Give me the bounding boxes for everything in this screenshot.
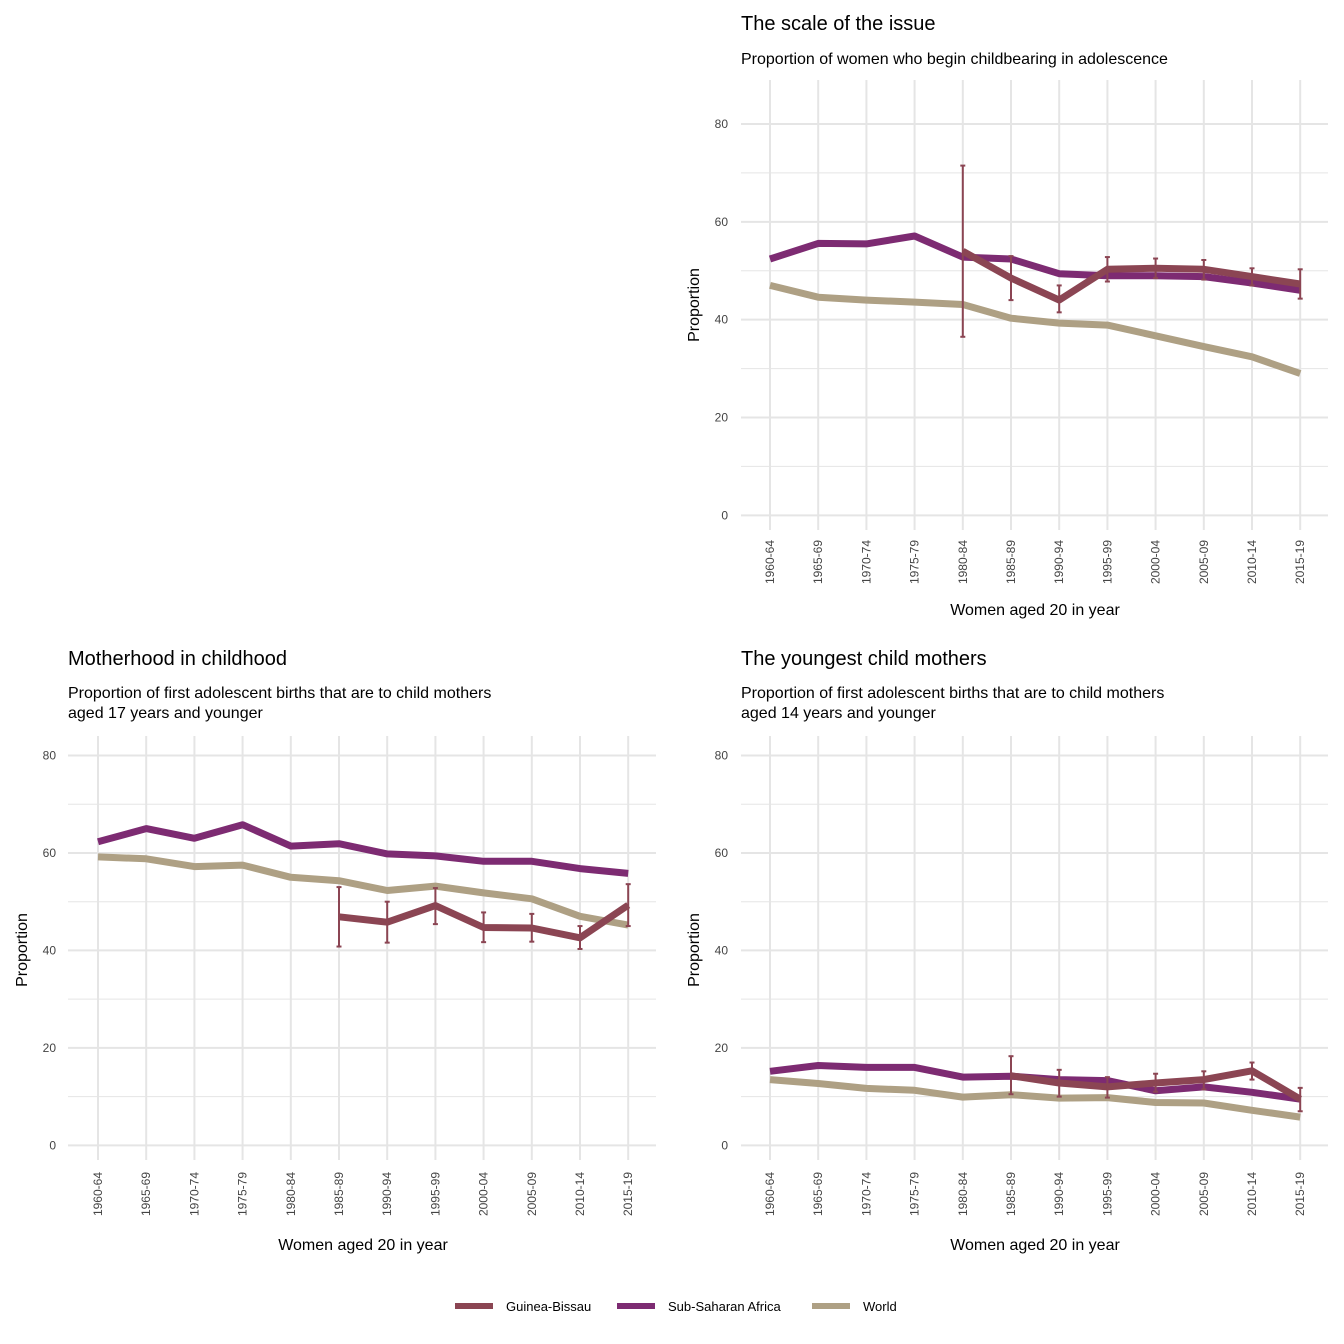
x-tick-label: 1980-84 [956, 540, 970, 584]
y-tick-label: 60 [715, 846, 729, 860]
panel-scale-of-issue: The scale of the issue Proportion of wom… [686, 13, 1328, 619]
x-axis-title: Women aged 20 in year [950, 1237, 1120, 1254]
y-tick-label: 20 [715, 1041, 729, 1055]
series-line-guinea-bissau [961, 248, 1301, 304]
x-tick-label: 2010-14 [1245, 1172, 1259, 1216]
y-tick-label: 20 [43, 1041, 57, 1055]
plot-area: 0 20 40 60 80 1960-64 1965-69 1970-74 1975-79 198… [43, 736, 656, 1216]
x-tick-label: 1985-89 [1004, 1172, 1018, 1216]
x-tick-label: 1990-94 [380, 1172, 394, 1216]
x-tick-label: 1995-99 [1100, 1172, 1114, 1216]
x-axis-title: Women aged 20 in year [278, 1237, 448, 1254]
y-tick-label: 80 [715, 748, 729, 762]
y-tick-label: 0 [49, 1138, 56, 1152]
legend-label-sub-saharan-africa: Sub-Saharan Africa [668, 1299, 782, 1314]
x-tick-label: 1975-79 [908, 1172, 922, 1216]
y-tick-label: 40 [43, 943, 57, 957]
x-tick-label: 2005-09 [525, 1172, 539, 1216]
x-tick-label: 1965-69 [139, 1172, 153, 1216]
y-tick-label: 60 [43, 846, 57, 860]
series-line-sub-saharan-africa [768, 232, 1301, 294]
panel-subtitle: Proportion of women who begin childbeari… [741, 51, 1168, 68]
x-tick-label: 2000-04 [1149, 1172, 1163, 1216]
x-tick-label: 1985-89 [332, 1172, 346, 1216]
x-axis-title: Women aged 20 in year [950, 602, 1120, 619]
x-tick-label: 1990-94 [1052, 1172, 1066, 1216]
x-tick-label: 1980-84 [284, 1172, 298, 1216]
x-tick-label: 1960-64 [91, 1172, 105, 1216]
x-tick-label: 1975-79 [236, 1172, 250, 1216]
x-tick-label: 1990-94 [1052, 540, 1066, 584]
x-tick-label: 1960-64 [763, 1172, 777, 1216]
y-axis-title: Proportion [686, 268, 703, 342]
x-tick-label: 1975-79 [908, 540, 922, 584]
x-tick-label: 1965-69 [811, 540, 825, 584]
series-line-world [769, 282, 1302, 377]
x-tick-label: 2000-04 [1149, 540, 1163, 584]
y-tick-label: 20 [715, 411, 729, 425]
y-tick-label: 0 [721, 1138, 728, 1152]
plot-area: 0 20 40 60 80 1960-64 1965-69 1970-74 1975-79 198… [715, 736, 1328, 1216]
x-tick-label: 1970-74 [859, 540, 873, 584]
x-tick-label: 1960-64 [763, 540, 777, 584]
x-tick-label: 1995-99 [428, 1172, 442, 1216]
y-tick-label: 80 [43, 748, 57, 762]
panel-youngest-child-mothers: The youngest child mothers Proportion of… [686, 648, 1328, 1254]
series-line-sub-saharan-africa [97, 821, 629, 877]
x-tick-label: 1985-89 [1004, 540, 1018, 584]
x-tick-label: 2015-19 [621, 1172, 635, 1216]
y-tick-label: 0 [721, 508, 728, 522]
x-tick-label: 2005-09 [1197, 1172, 1211, 1216]
y-tick-label: 60 [715, 215, 729, 229]
plot-area: 0 20 40 60 80 1960-64 1965-69 1970-74 1975-79 198… [715, 80, 1328, 584]
series-line-world [769, 1076, 1301, 1121]
x-tick-label: 2010-14 [573, 1172, 587, 1216]
panel-title: Motherhood in childhood [68, 648, 287, 670]
legend-label-world: World [863, 1299, 897, 1314]
y-axis-title: Proportion [14, 913, 31, 987]
legend-label-guinea-bissau: Guinea-Bissau [506, 1299, 591, 1314]
panel-title: The scale of the issue [741, 13, 936, 35]
x-tick-label: 1965-69 [811, 1172, 825, 1216]
x-tick-label: 1995-99 [1100, 540, 1114, 584]
y-tick-label: 40 [715, 943, 729, 957]
x-tick-label: 1980-84 [956, 1172, 970, 1216]
x-tick-label: 2005-09 [1197, 540, 1211, 584]
panel-motherhood-in-childhood: Motherhood in childhood Proportion of fi… [14, 648, 656, 1254]
panel-subtitle-line2: aged 14 years and younger [741, 705, 936, 722]
y-tick-label: 40 [715, 313, 729, 327]
panel-subtitle-line1: Proportion of first adolescent births th… [68, 685, 491, 702]
panel-subtitle-line2: aged 17 years and younger [68, 705, 263, 722]
x-tick-label: 2015-19 [1293, 540, 1307, 584]
series-line-world [97, 853, 629, 929]
x-tick-label: 1970-74 [187, 1172, 201, 1216]
panel-title: The youngest child mothers [741, 648, 987, 670]
x-tick-label: 2000-04 [477, 1172, 491, 1216]
panel-subtitle-line1: Proportion of first adolescent births th… [741, 685, 1164, 702]
legend: Guinea-Bissau Sub-Saharan Africa World [455, 1299, 897, 1314]
y-tick-label: 80 [715, 117, 729, 131]
x-tick-label: 1970-74 [859, 1172, 873, 1216]
x-tick-label: 2010-14 [1245, 540, 1259, 584]
x-tick-label: 2015-19 [1293, 1172, 1307, 1216]
y-axis-title: Proportion [686, 913, 703, 987]
